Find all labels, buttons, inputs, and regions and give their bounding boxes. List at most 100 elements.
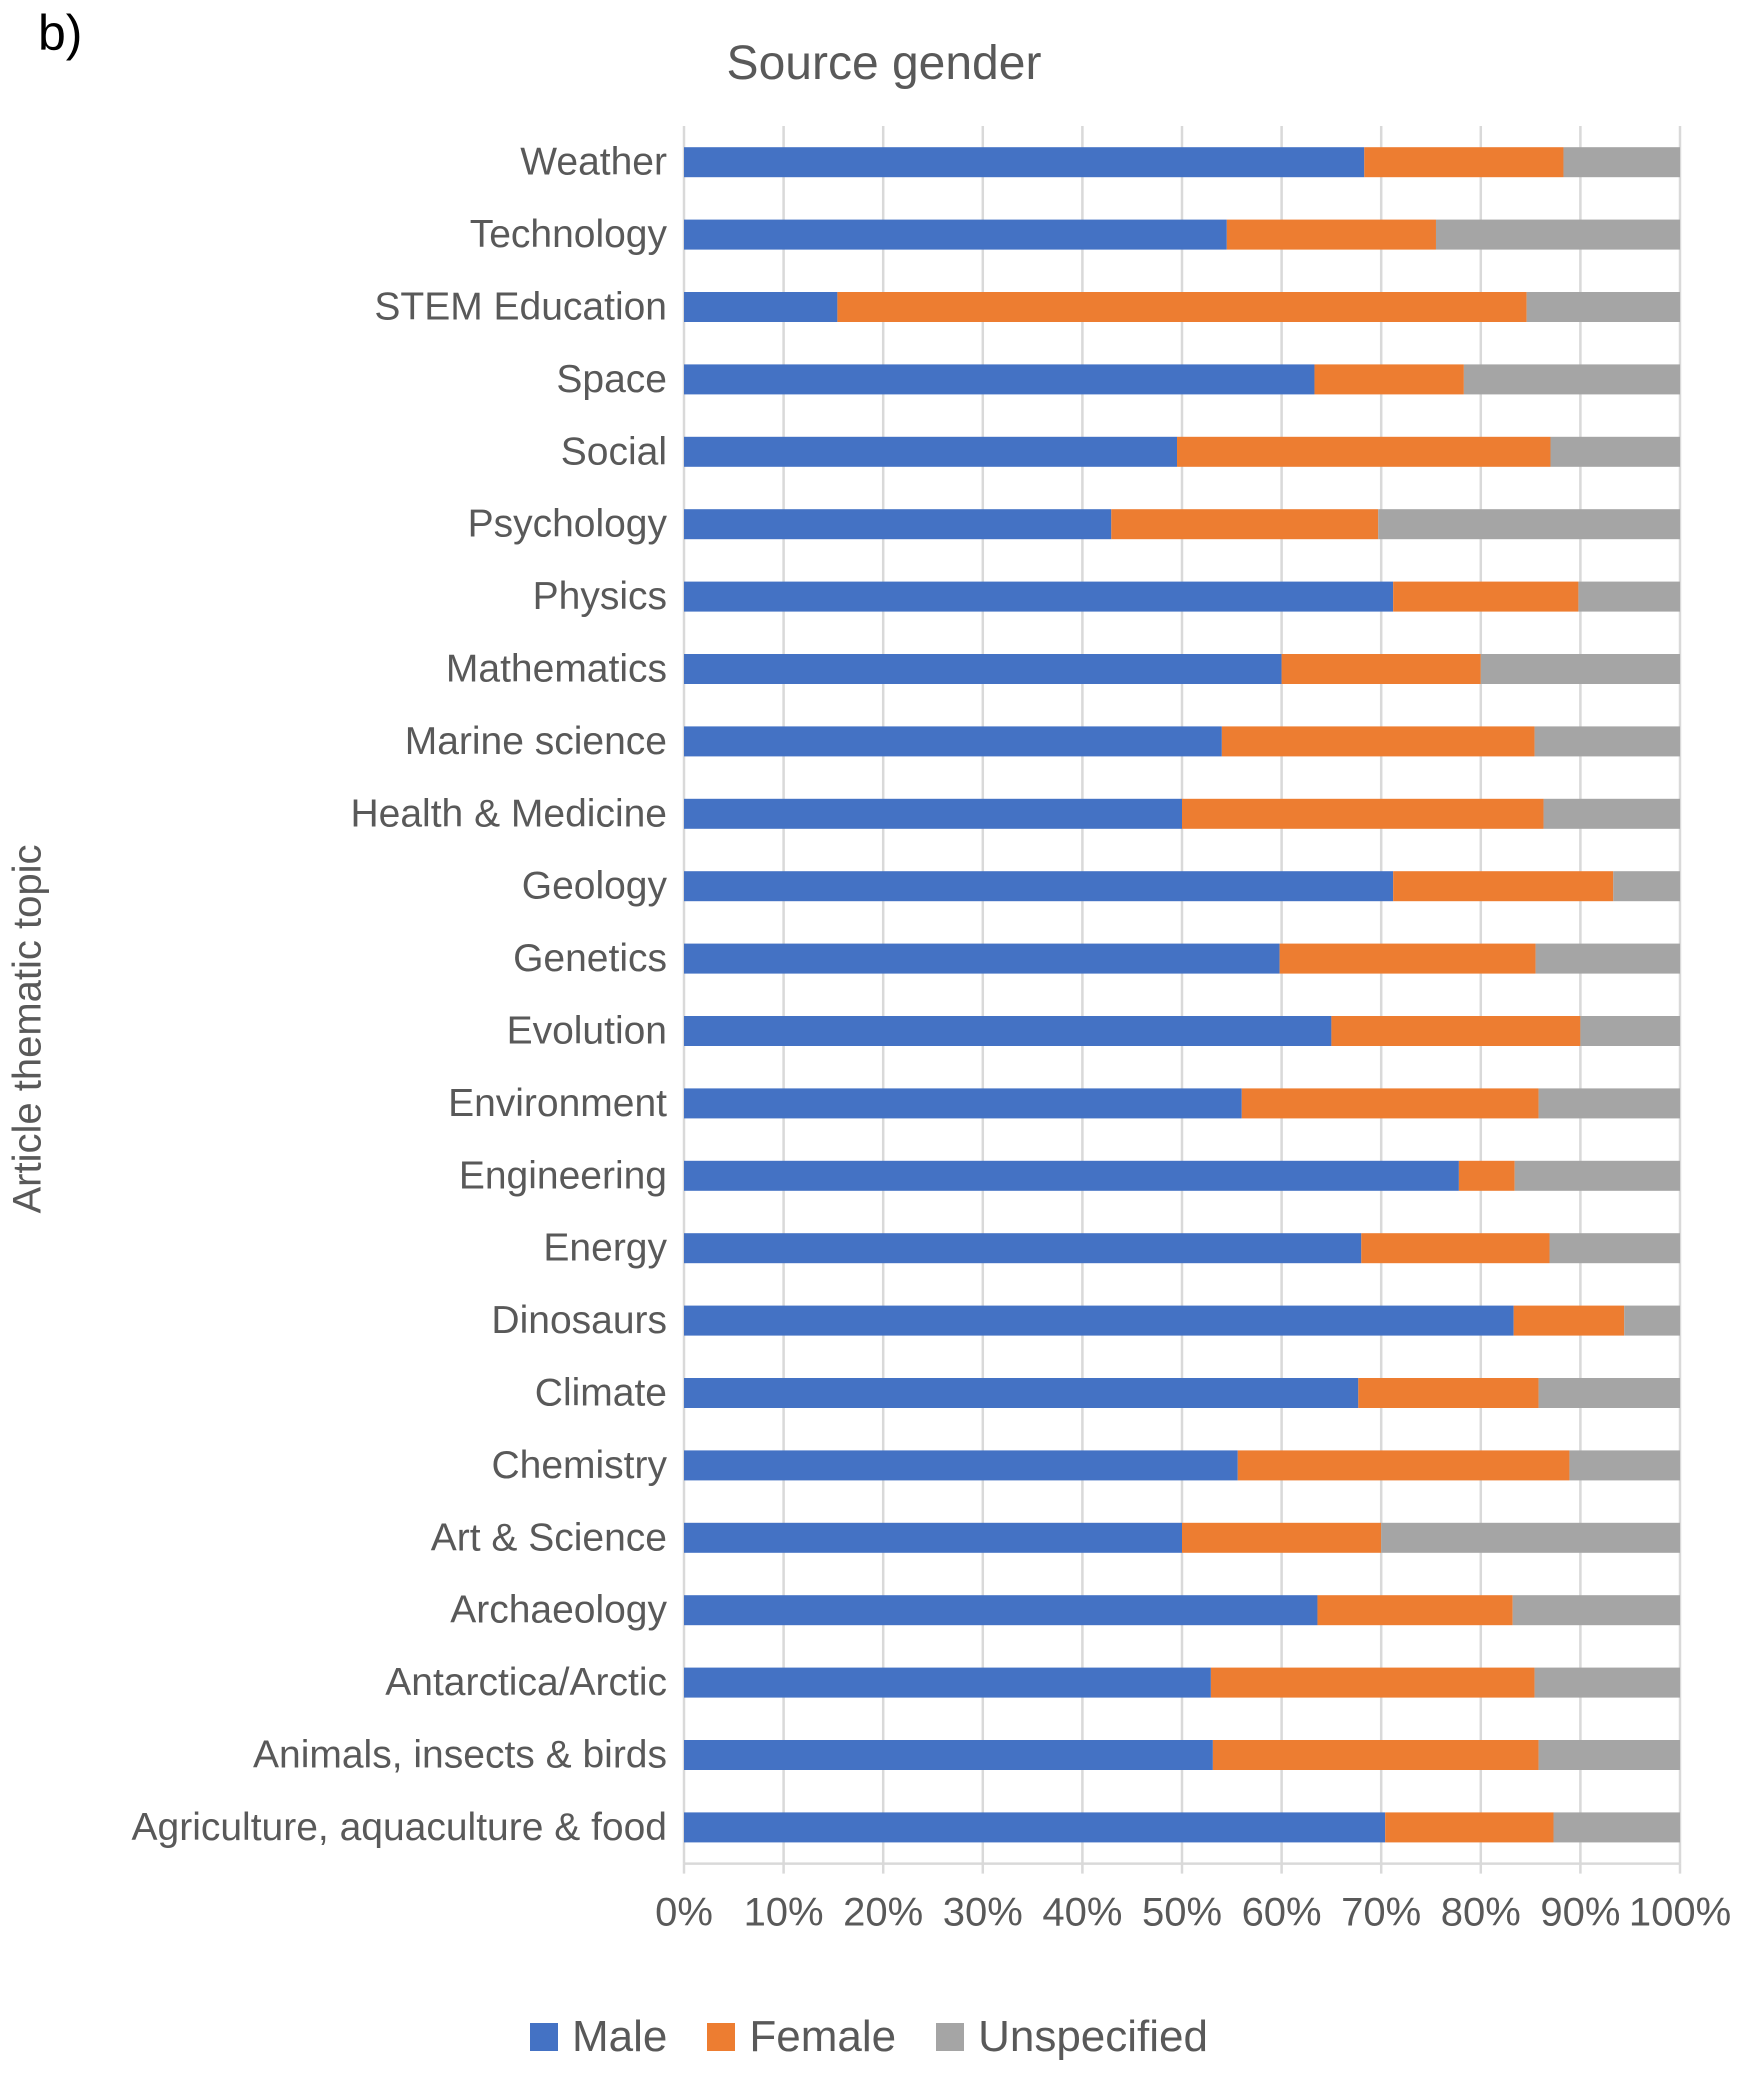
bar-segment-male [684, 871, 1394, 902]
bar-segment-female [1226, 219, 1436, 250]
legend-item-female: Female [707, 2012, 896, 2062]
bar-segment-female [1331, 1016, 1581, 1046]
category-label: Archaeology [450, 1589, 667, 1632]
bar-segment-unspecified [1534, 726, 1680, 757]
bar-segment-unspecified [1463, 364, 1680, 395]
bar-segment-male [684, 364, 1315, 395]
bar-segment-unspecified [1435, 219, 1680, 250]
bar-segment-female [1279, 943, 1536, 974]
bar-segment-male [684, 581, 1394, 612]
legend-label: Female [749, 2012, 897, 2061]
legend-label: Male [572, 2012, 668, 2061]
bar-segment-male [684, 1740, 1213, 1770]
bar-segment-female [1513, 1305, 1625, 1336]
bar-segment-unspecified [1381, 1522, 1680, 1553]
bar-segment-female [1458, 1160, 1515, 1191]
x-tick-label: 20% [843, 1891, 923, 1935]
chart-title: Source gender [726, 37, 1042, 90]
stacked-bar-chart: Weather Technology STEM Education Space Soci… [132, 126, 1731, 1935]
category-label: Genetics [513, 937, 667, 980]
bar-segment-male [684, 1812, 1386, 1843]
bar-segment-male [684, 1450, 1238, 1481]
category-labels: Weather Technology STEM Education Space Soci… [132, 141, 668, 1849]
bar-segment-male [684, 509, 1112, 540]
legend-swatch [530, 2023, 558, 2051]
bar-segment-unspecified [1378, 509, 1680, 540]
bar-segment-female [1358, 1378, 1539, 1408]
bar-segment-female [837, 292, 1527, 322]
x-tick-label: 80% [1441, 1891, 1521, 1935]
bar-segment-male [684, 798, 1182, 829]
category-label: Engineering [459, 1154, 667, 1197]
bar-segment-male [684, 1160, 1459, 1191]
bar-segment-male [684, 292, 838, 322]
category-label: Geology [522, 865, 668, 908]
bar-segment-unspecified [1535, 943, 1680, 974]
bar-segment-female [1241, 1088, 1539, 1119]
category-label: Dinosaurs [491, 1299, 667, 1342]
bar-segment-female [1210, 1667, 1535, 1698]
bar-segment-male [684, 1522, 1182, 1553]
axes [682, 1862, 1682, 1874]
bar-segment-unspecified [1534, 1667, 1680, 1698]
bar-segment-male [684, 1378, 1359, 1408]
bar-segment-male [684, 654, 1282, 684]
legend-item-unspecified: Unspecified [936, 2012, 1208, 2062]
bar-segment-unspecified [1569, 1450, 1680, 1481]
x-tick-label: 30% [943, 1891, 1023, 1935]
bar-segment-male [684, 219, 1227, 250]
category-label: Social [561, 430, 667, 473]
bar-segment-unspecified [1480, 654, 1680, 684]
bar-segment-unspecified [1580, 1016, 1680, 1046]
bar-segment-unspecified [1512, 1595, 1680, 1626]
legend-item-male: Male [530, 2012, 667, 2062]
category-label: Mathematics [446, 648, 667, 691]
x-tick-label: 70% [1341, 1891, 1421, 1935]
bar-segment-male [684, 1016, 1332, 1046]
x-tick-label: 40% [1042, 1891, 1122, 1935]
bar-segment-unspecified [1553, 1812, 1680, 1843]
category-label: Art & Science [431, 1516, 667, 1559]
bar-segment-unspecified [1514, 1160, 1680, 1191]
bar-segment-female [1393, 581, 1579, 612]
bar-segment-male [684, 1595, 1318, 1626]
x-tick-label: 90% [1540, 1891, 1620, 1935]
bars [684, 147, 1680, 1843]
legend: Male Female Unspecified [0, 2012, 1738, 2062]
bar-segment-unspecified [1613, 871, 1680, 902]
bar-segment-male [684, 726, 1222, 757]
legend-swatch [936, 2023, 965, 2051]
bar-segment-male [684, 147, 1365, 178]
bar-segment-female [1361, 1233, 1550, 1264]
bar-segment-female [1317, 1595, 1513, 1626]
bar-segment-female [1212, 1740, 1539, 1770]
category-label: Energy [543, 1227, 667, 1270]
category-label: Weather [520, 141, 667, 184]
x-tick-label: 60% [1242, 1891, 1322, 1935]
x-tick-label: 50% [1142, 1891, 1222, 1935]
bar-segment-male [684, 1305, 1514, 1336]
bar-segment-male [684, 943, 1280, 974]
bar-segment-female [1385, 1812, 1554, 1843]
category-label: Environment [448, 1082, 667, 1125]
bar-segment-unspecified [1538, 1088, 1680, 1119]
bar-segment-unspecified [1550, 436, 1680, 467]
legend-label: Unspecified [978, 2012, 1208, 2061]
category-label: Physics [533, 575, 667, 618]
bar-segment-female [1237, 1450, 1570, 1481]
bar-segment-unspecified [1538, 1378, 1680, 1408]
bar-segment-female [1364, 147, 1564, 178]
gridlines [682, 126, 1682, 1864]
panel-label: b) [38, 5, 83, 61]
bar-segment-male [684, 1667, 1211, 1698]
x-tick-label: 10% [744, 1891, 824, 1935]
bar-segment-female [1182, 1522, 1382, 1553]
bar-segment-female [1177, 436, 1551, 467]
category-label: Evolution [507, 1010, 667, 1053]
category-label: Marine science [405, 720, 667, 763]
bar-segment-unspecified [1578, 581, 1680, 612]
bar-segment-female [1111, 509, 1379, 540]
category-label: Health & Medicine [351, 792, 668, 835]
bar-segment-female [1281, 654, 1481, 684]
category-label: Animals, insects & birds [253, 1734, 667, 1777]
